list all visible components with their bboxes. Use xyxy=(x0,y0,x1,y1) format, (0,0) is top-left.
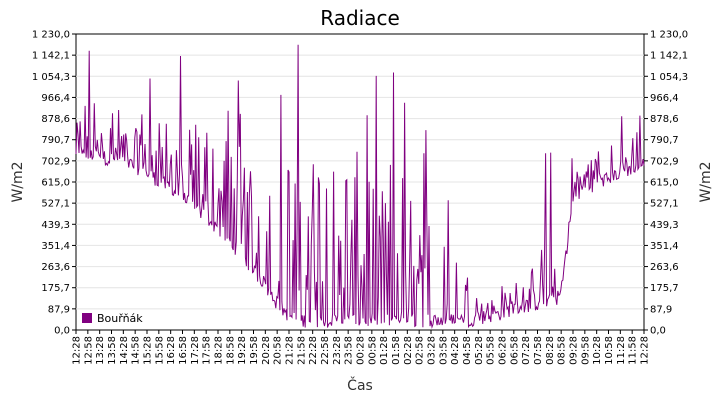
x-tick-label: 03:58 xyxy=(438,336,449,365)
x-tick-label: 02:28 xyxy=(403,336,414,365)
x-tick-label: 16:28 xyxy=(166,336,177,365)
x-tick-label: 22:58 xyxy=(320,336,331,365)
x-tick-label: 12:28 xyxy=(640,336,651,365)
y-tick-label-left: 1 142,1 xyxy=(32,51,70,62)
y-tick-label-right: 527,1 xyxy=(650,199,679,210)
series-line-bournak xyxy=(75,44,645,329)
y-tick-label-right: 439,3 xyxy=(650,220,679,231)
x-tick-label: 06:28 xyxy=(498,336,509,365)
x-tick-label: 23:28 xyxy=(332,336,343,365)
y-axis-left: 0,0 87,9 175,7 263,6 351,4 439,3 527,1 615,0 702… xyxy=(32,30,76,337)
x-tick-label: 17:28 xyxy=(190,336,201,365)
y-tick-label-left: 615,0 xyxy=(41,178,70,189)
x-tick-label: 05:28 xyxy=(474,336,485,365)
x-tick-label: 09:28 xyxy=(569,336,580,365)
x-tick-label: 13:58 xyxy=(107,336,118,365)
y-tick-label-right: 790,7 xyxy=(650,135,679,146)
y-axis-title-left: W/m2 xyxy=(10,161,26,202)
x-tick-label: 19:28 xyxy=(237,336,248,365)
y-tick-label-left: 87,9 xyxy=(48,304,70,315)
x-tick-label: 00:28 xyxy=(356,336,367,365)
y-tick-label-right: 966,4 xyxy=(650,93,679,104)
x-tick-label: 20:58 xyxy=(273,336,284,365)
x-tick-label: 03:28 xyxy=(427,336,438,365)
x-tick-label: 05:58 xyxy=(486,336,497,365)
y-tick-label-left: 1 230,0 xyxy=(32,30,70,41)
x-tick-label: 23:58 xyxy=(344,336,355,365)
y-tick-label-right: 702,9 xyxy=(650,156,679,167)
x-tick-label: 04:28 xyxy=(450,336,461,365)
x-tick-label: 17:58 xyxy=(202,336,213,365)
x-tick-label: 13:28 xyxy=(95,336,106,365)
y-tick-label-right: 615,0 xyxy=(650,178,679,189)
chart-title: Radiace xyxy=(320,6,400,30)
x-tick-label: 18:28 xyxy=(214,336,225,365)
x-tick-label: 15:58 xyxy=(154,336,165,365)
y-tick-label-left: 1 054,3 xyxy=(32,72,70,83)
y-tick-label-left: 263,6 xyxy=(41,262,70,273)
x-tick-label: 20:28 xyxy=(261,336,272,365)
x-tick-label: 04:58 xyxy=(462,336,473,365)
series-bournak xyxy=(75,44,645,329)
x-tick-label: 11:28 xyxy=(616,336,627,365)
y-tick-label-left: 175,7 xyxy=(41,283,70,294)
y-tick-label-left: 966,4 xyxy=(41,93,70,104)
x-tick-label: 06:58 xyxy=(509,336,520,365)
x-tick-label: 12:28 xyxy=(72,336,83,365)
x-tick-label: 14:28 xyxy=(119,336,130,365)
x-axis: 12:28 12:58 13:28 13:58 14:28 14:58 15:28 15:58… xyxy=(72,330,651,365)
y-tick-label-right: 878,6 xyxy=(650,114,679,125)
x-tick-label: 16:58 xyxy=(178,336,189,365)
x-tick-label: 18:58 xyxy=(225,336,236,365)
x-tick-label: 11:58 xyxy=(628,336,639,365)
y-tick-label-right: 1 054,3 xyxy=(650,72,688,83)
y-tick-label-left: 790,7 xyxy=(41,135,70,146)
legend: Bouřňák xyxy=(82,312,143,325)
y-tick-label-right: 351,4 xyxy=(650,241,679,252)
y-tick-label-left: 439,3 xyxy=(41,220,70,231)
y-tick-label-left: 351,4 xyxy=(41,241,70,252)
x-tick-label: 12:58 xyxy=(83,336,94,365)
y-tick-label-right: 87,9 xyxy=(650,304,672,315)
y-tick-label-left: 527,1 xyxy=(41,199,70,210)
x-tick-label: 15:28 xyxy=(143,336,154,365)
x-tick-label: 08:28 xyxy=(545,336,556,365)
y-tick-label-right: 0,0 xyxy=(650,326,666,337)
x-tick-label: 01:28 xyxy=(379,336,390,365)
y-tick-label-right: 1 142,1 xyxy=(650,51,688,62)
x-tick-label: 21:58 xyxy=(296,336,307,365)
legend-swatch xyxy=(82,313,92,323)
y-tick-label-right: 175,7 xyxy=(650,283,679,294)
y-tick-label-right: 263,6 xyxy=(650,262,679,273)
y-axis-right: 0,0 87,9 175,7 263,6 351,4 439,3 527,1 615,0 702… xyxy=(644,30,688,337)
x-tick-label: 01:58 xyxy=(391,336,402,365)
x-tick-label: 09:58 xyxy=(580,336,591,365)
grid-lines xyxy=(76,54,644,310)
y-tick-label-left: 0,0 xyxy=(54,326,70,337)
x-tick-label: 02:58 xyxy=(415,336,426,365)
x-tick-label: 10:58 xyxy=(604,336,615,365)
legend-label: Bouřňák xyxy=(97,312,143,325)
x-tick-label: 14:58 xyxy=(131,336,142,365)
x-tick-label: 10:28 xyxy=(592,336,603,365)
x-tick-label: 00:58 xyxy=(367,336,378,365)
y-tick-label-left: 878,6 xyxy=(41,114,70,125)
y-tick-label-right: 1 230,0 xyxy=(650,30,688,41)
x-tick-label: 21:28 xyxy=(285,336,296,365)
y-axis-title-right: W/m2 xyxy=(698,161,714,202)
x-tick-label: 19:58 xyxy=(249,336,260,365)
x-tick-label: 08:58 xyxy=(557,336,568,365)
x-tick-label: 22:28 xyxy=(308,336,319,365)
x-tick-label: 07:28 xyxy=(521,336,532,365)
x-tick-label: 07:58 xyxy=(533,336,544,365)
y-tick-label-left: 702,9 xyxy=(41,156,70,167)
x-axis-title: Čas xyxy=(347,376,373,394)
